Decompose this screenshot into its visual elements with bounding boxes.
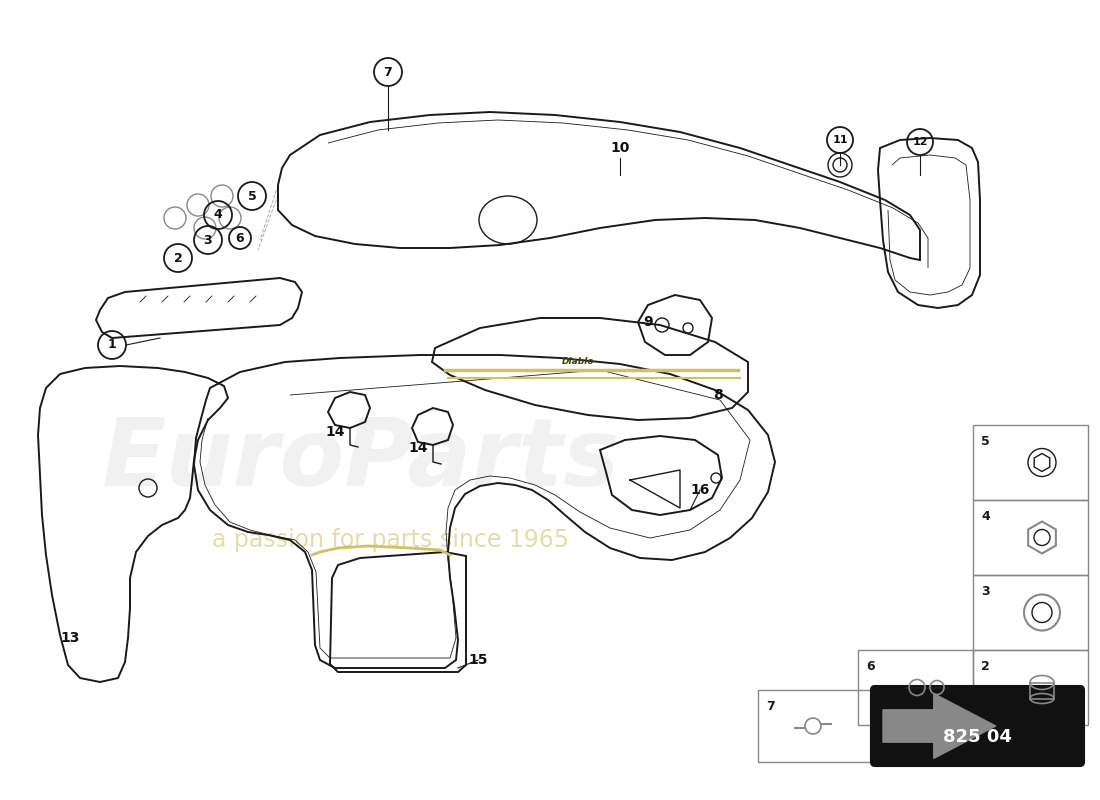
Text: 9: 9 <box>644 315 652 329</box>
Text: EuroParts: EuroParts <box>101 414 619 506</box>
Text: 7: 7 <box>384 66 393 78</box>
Bar <box>858 650 974 725</box>
Text: 10: 10 <box>610 141 629 155</box>
Bar <box>1030 682 1054 698</box>
Polygon shape <box>883 694 996 758</box>
Bar <box>974 575 1088 650</box>
Text: 6: 6 <box>235 231 244 245</box>
Bar <box>974 650 1088 725</box>
Text: 7: 7 <box>766 700 774 713</box>
Text: 3: 3 <box>981 585 990 598</box>
Text: 4: 4 <box>981 510 990 523</box>
Text: 16: 16 <box>691 483 710 497</box>
Text: 15: 15 <box>469 653 487 667</box>
Text: 3: 3 <box>204 234 212 246</box>
Text: 2: 2 <box>174 251 183 265</box>
Text: 1: 1 <box>108 338 117 351</box>
Text: 2: 2 <box>981 660 990 673</box>
Text: a passion for parts since 1965: a passion for parts since 1965 <box>211 528 569 552</box>
FancyBboxPatch shape <box>871 686 1084 766</box>
Text: 5: 5 <box>248 190 256 202</box>
Text: 5: 5 <box>981 435 990 448</box>
Text: 12: 12 <box>912 137 927 147</box>
Text: Diablo: Diablo <box>562 358 594 366</box>
Text: 14: 14 <box>326 425 344 439</box>
Text: 14: 14 <box>408 441 428 455</box>
Text: 11: 11 <box>833 135 848 145</box>
Text: 825 04: 825 04 <box>943 728 1012 746</box>
Bar <box>974 500 1088 575</box>
Text: 4: 4 <box>213 209 222 222</box>
Bar <box>974 425 1088 500</box>
Text: 6: 6 <box>866 660 874 673</box>
Bar <box>758 690 873 762</box>
Text: 13: 13 <box>60 631 79 645</box>
Text: 8: 8 <box>713 388 723 402</box>
